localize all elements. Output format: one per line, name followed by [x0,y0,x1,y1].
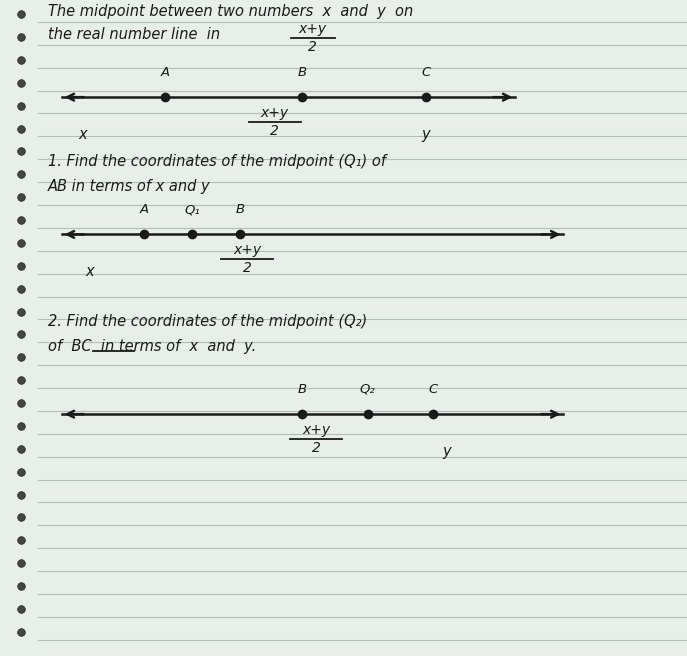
Text: x: x [85,264,93,279]
Text: 2: 2 [243,261,251,276]
Text: x: x [78,127,87,142]
Text: x+y: x+y [234,243,261,257]
Text: C: C [421,66,431,79]
Text: 2: 2 [312,441,320,455]
Text: 2: 2 [271,124,279,138]
Text: of  BC  in terms of  x  and  y.: of BC in terms of x and y. [48,339,256,354]
Text: x+y: x+y [302,423,330,437]
Text: Q₁: Q₁ [185,203,200,216]
Text: Q₂: Q₂ [360,383,375,396]
Text: the real number line  in: the real number line in [48,27,221,41]
Text: AB in terms of x and y: AB in terms of x and y [48,179,211,194]
Text: y: y [442,443,451,459]
Text: 2. Find the coordinates of the midpoint (Q₂): 2. Find the coordinates of the midpoint … [48,314,368,329]
Text: y: y [422,127,430,142]
Text: B: B [236,203,245,216]
Text: C: C [428,383,438,396]
Text: 2: 2 [308,40,317,54]
Text: B: B [297,66,307,79]
Text: A: A [160,66,170,79]
Text: B: B [297,383,307,396]
Text: The midpoint between two numbers  x  and  y  on: The midpoint between two numbers x and y… [48,4,414,19]
Text: A: A [139,203,149,216]
Text: x+y: x+y [261,106,289,120]
Text: x+y: x+y [299,22,326,36]
Text: 1. Find the coordinates of the midpoint (Q₁) of: 1. Find the coordinates of the midpoint … [48,154,386,169]
